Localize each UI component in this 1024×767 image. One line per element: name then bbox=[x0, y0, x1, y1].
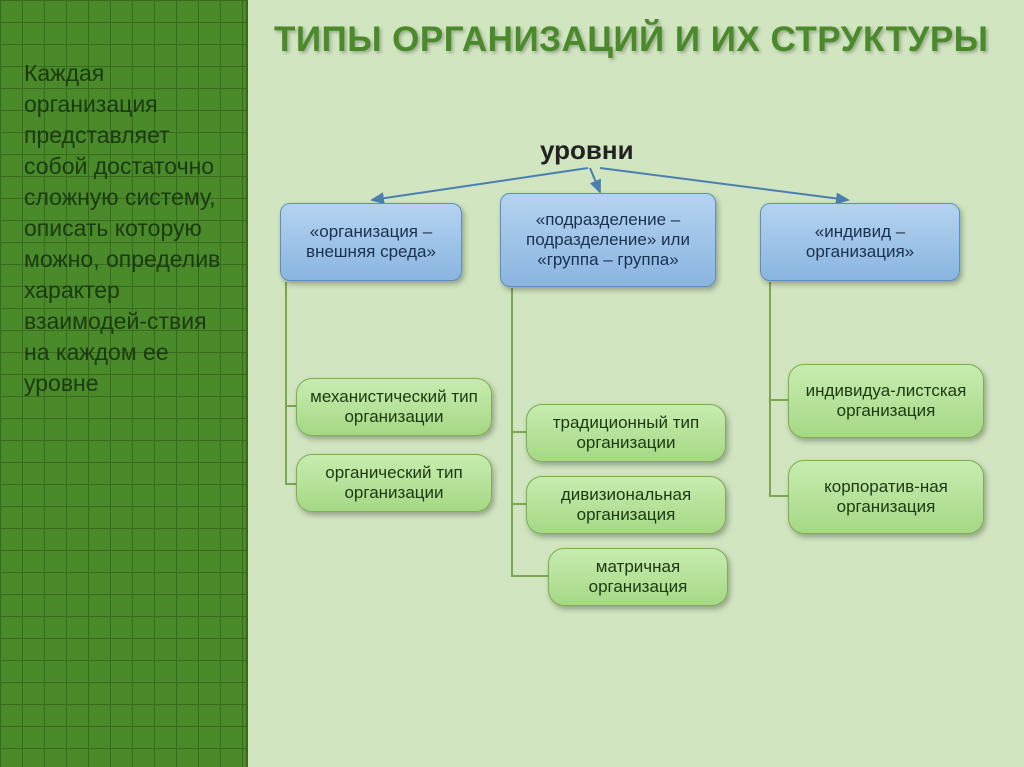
pill-mechanistic: механистический тип организации bbox=[296, 378, 492, 436]
levels-label: уровни bbox=[540, 135, 634, 166]
pill-corporate: корпоратив-ная организация bbox=[788, 460, 984, 534]
slide-title: ТИПЫ ОРГАНИЗАЦИЙ И ИХ СТРУКТУРЫ bbox=[274, 18, 988, 62]
pill-organic: органический тип организации bbox=[296, 454, 492, 512]
pill-divisional: дивизиональная организация bbox=[526, 476, 726, 534]
box-individual: «индивид – организация» bbox=[760, 203, 960, 281]
sidebar-paragraph: Каждая организация представляет собой до… bbox=[24, 58, 234, 400]
pill-individualistic: индивидуа-листская организация bbox=[788, 364, 984, 438]
box-division: «подразделение – подразделение» или «гру… bbox=[500, 193, 716, 287]
box-org-env: «организация – внешняя среда» bbox=[280, 203, 462, 281]
pill-matrix: матричная организация bbox=[548, 548, 728, 606]
pill-traditional: традиционный тип организации bbox=[526, 404, 726, 462]
